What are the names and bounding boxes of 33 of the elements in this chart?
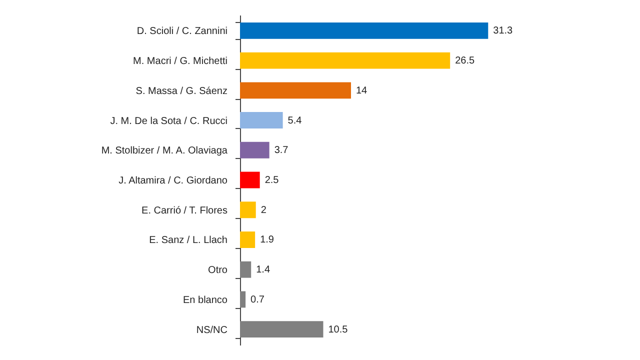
data-label: 31.3	[493, 26, 514, 37]
data-label: 3.7	[274, 145, 289, 156]
bar	[240, 52, 450, 69]
data-label: 2	[260, 204, 267, 216]
y-tick-label: S. Massa / G. Sáenz	[136, 86, 228, 97]
y-tick-label: En blanco	[183, 294, 228, 306]
bar	[240, 112, 283, 128]
y-tick-label: J. Altamira / C. Giordano	[118, 176, 228, 186]
bar	[240, 202, 256, 218]
bar	[240, 321, 324, 338]
data-label: 10.5	[328, 324, 348, 336]
y-tick-label: Otro	[208, 265, 228, 276]
bar	[240, 261, 252, 278]
y-tick-label: E. Carrió / T. Flores	[142, 205, 228, 216]
bar	[240, 82, 351, 99]
data-label: 26.5	[455, 56, 475, 67]
data-label: 0.7	[250, 294, 265, 306]
data-label: 2.5	[264, 175, 280, 186]
data-label: 1.9	[260, 234, 274, 246]
bar	[240, 291, 246, 308]
data-label: 5.4	[288, 115, 302, 126]
bar	[240, 22, 488, 39]
y-tick-label: D. Scioli / C. Zannini	[136, 26, 228, 38]
bar	[240, 232, 256, 248]
y-tick-label: NS/NC	[196, 324, 228, 336]
y-tick-label: M. Macri / G. Michetti	[133, 56, 228, 68]
data-label: 1.4	[256, 264, 270, 276]
y-tick-label: J. M. De la Sota / C. Rucci	[110, 116, 228, 127]
bar	[240, 142, 270, 158]
bar	[240, 172, 260, 188]
data-label: 14	[356, 85, 368, 96]
y-tick-label: E. Sanz / L. Llach	[149, 235, 228, 246]
y-tick-label: M. Stolbizer / M. A. Olaviaga	[101, 146, 228, 157]
